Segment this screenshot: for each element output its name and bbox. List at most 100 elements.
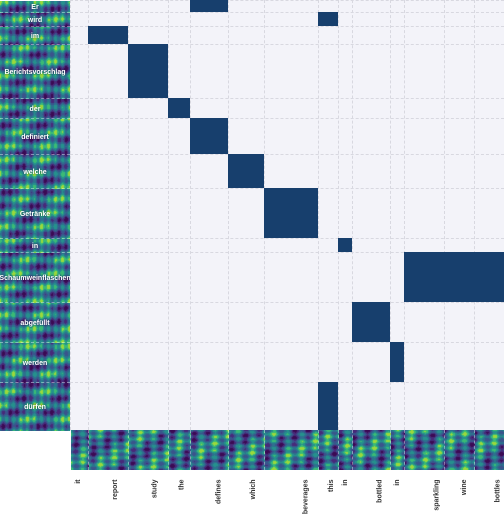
spectrogram-strip — [391, 430, 405, 470]
col-band: study — [128, 430, 169, 470]
spectrogram-strip — [445, 430, 475, 470]
spectrogram-strip — [319, 430, 339, 470]
row-band: Berichtsvorschlag — [0, 44, 70, 99]
spectrogram-strip — [353, 430, 391, 470]
gridline-h — [70, 118, 504, 119]
gridline-v — [352, 0, 353, 430]
row-band: Schaumweinflaschen — [0, 252, 70, 303]
heatmap-cell — [88, 26, 128, 44]
gridline-h — [70, 12, 504, 13]
col-label: bottled — [380, 468, 387, 491]
col-label: study — [155, 470, 162, 489]
row-label: dürfen — [24, 404, 46, 411]
row-label: Er — [31, 4, 38, 11]
heatmap-cell — [404, 252, 444, 302]
row-label: wird — [28, 17, 42, 24]
row-band: der — [0, 98, 70, 119]
gridline-h — [70, 342, 504, 343]
row-band: dürfen — [0, 382, 70, 431]
row-band: im — [0, 26, 70, 45]
gridline-h — [70, 302, 504, 303]
spectrogram-strip — [89, 430, 129, 470]
col-band: defines — [190, 430, 229, 470]
gridline-h — [70, 154, 504, 155]
heatmap-cell — [190, 0, 228, 12]
row-band: welche — [0, 154, 70, 189]
row-label: in — [32, 243, 38, 250]
gridline-v — [404, 0, 405, 430]
row-label: der — [30, 106, 41, 113]
heatmap-cell — [474, 252, 504, 302]
col-band: the — [168, 430, 191, 470]
spectrogram-strip — [339, 430, 353, 470]
gridline-v — [190, 0, 191, 430]
gridline-v — [70, 0, 71, 430]
heatmap-cell — [338, 238, 352, 252]
row-band: werden — [0, 342, 70, 383]
col-band: in — [390, 430, 405, 470]
col-label: the — [182, 474, 189, 485]
gridline-h — [70, 26, 504, 27]
row-label: werden — [23, 360, 48, 367]
gridline-v — [318, 0, 319, 430]
heatmap-cell — [444, 252, 474, 302]
col-band: beverages — [264, 430, 319, 470]
col-band: bottles — [474, 430, 504, 470]
col-label: it — [79, 477, 86, 481]
col-label: this — [332, 473, 339, 485]
col-band: this — [318, 430, 339, 470]
col-label: bottles — [498, 468, 504, 491]
col-band: sparkling — [404, 430, 445, 470]
gridline-v — [88, 0, 89, 430]
row-band: Getränke — [0, 188, 70, 239]
col-label: beverages — [306, 462, 313, 497]
heatmap-cell — [190, 118, 228, 154]
row-band: abgefüllt — [0, 302, 70, 343]
row-band: wird — [0, 12, 70, 27]
row-label: Schaumweinflaschen — [0, 275, 70, 282]
row-label: welche — [23, 169, 46, 176]
alignment-heatmap-grid — [70, 0, 504, 430]
spectrogram-strip — [71, 430, 89, 470]
gridline-h — [70, 382, 504, 383]
row-band: in — [0, 238, 70, 253]
col-label: which — [253, 470, 260, 490]
gridline-v — [228, 0, 229, 430]
heatmap-cell — [390, 342, 404, 382]
spectrogram-strip — [475, 430, 504, 470]
col-band: it — [70, 430, 89, 470]
col-band: which — [228, 430, 265, 470]
col-band: in — [338, 430, 353, 470]
heatmap-cell — [128, 44, 168, 98]
gridline-v — [444, 0, 445, 430]
heatmap-cell — [264, 188, 318, 238]
spectrogram-strip — [129, 430, 169, 470]
spectrogram-strip — [191, 430, 229, 470]
col-label: sparkling — [437, 464, 444, 495]
col-label: defines — [219, 467, 226, 492]
gridline-v — [338, 0, 339, 430]
col-band: wine — [444, 430, 475, 470]
heatmap-cell — [318, 382, 338, 430]
row-label: im — [31, 33, 39, 40]
spectrogram-strip — [169, 430, 191, 470]
heatmap-cell — [228, 154, 264, 188]
heatmap-cell — [352, 302, 390, 342]
row-label: Getränke — [20, 211, 50, 218]
col-axis-spectrogram: itreportstudythedefineswhichbeveragesthi… — [70, 430, 504, 500]
heatmap-cell — [168, 98, 190, 118]
spectrogram-strip — [229, 430, 265, 470]
heatmap-cell — [318, 12, 338, 26]
gridline-v — [168, 0, 169, 430]
gridline-h — [70, 98, 504, 99]
col-label: in — [346, 476, 353, 482]
col-label: wine — [464, 472, 471, 488]
row-label: definiert — [21, 134, 49, 141]
row-label: Berichtsvorschlag — [4, 69, 65, 76]
row-label: abgefüllt — [20, 320, 49, 327]
gridline-h — [70, 238, 504, 239]
col-band: report — [88, 430, 129, 470]
gridline-h — [70, 0, 504, 1]
col-label: in — [398, 476, 405, 482]
gridline-v — [474, 0, 475, 430]
